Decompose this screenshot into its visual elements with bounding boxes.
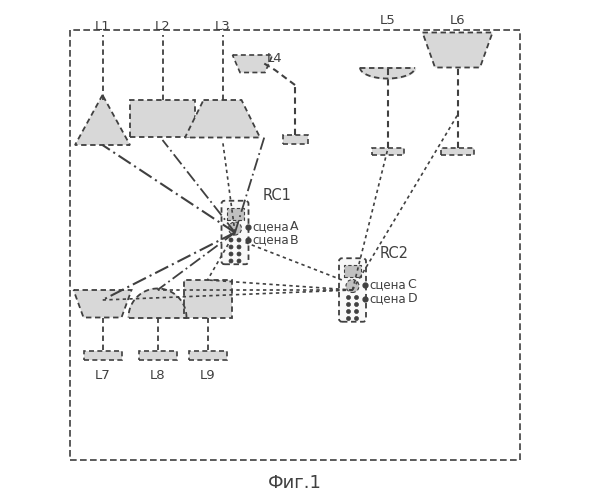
Text: сцена: сцена (369, 292, 406, 305)
Bar (344, 265, 361, 277)
Polygon shape (129, 288, 186, 318)
Text: A: A (290, 220, 299, 233)
Polygon shape (74, 290, 132, 318)
Text: сцена: сцена (252, 234, 289, 246)
Polygon shape (422, 32, 493, 68)
Circle shape (237, 252, 241, 256)
Circle shape (228, 222, 241, 235)
Bar (188, 351, 227, 360)
Circle shape (346, 302, 350, 306)
Polygon shape (185, 100, 260, 138)
Text: RC2: RC2 (380, 246, 409, 261)
Text: L3: L3 (215, 20, 230, 32)
Text: L2: L2 (155, 20, 171, 32)
Bar (441, 148, 474, 155)
Bar (84, 351, 122, 360)
Circle shape (346, 316, 350, 320)
Text: RC1: RC1 (263, 188, 291, 204)
Bar (283, 135, 307, 144)
Text: L5: L5 (379, 14, 395, 28)
Text: сцена: сцена (369, 278, 406, 291)
Circle shape (229, 252, 233, 256)
Bar (130, 100, 195, 138)
Circle shape (355, 310, 359, 314)
Circle shape (355, 302, 359, 306)
Polygon shape (232, 55, 273, 72)
Text: L6: L6 (450, 14, 466, 28)
Circle shape (229, 238, 233, 242)
Text: сцена: сцена (252, 220, 289, 233)
Text: L9: L9 (199, 369, 215, 382)
FancyBboxPatch shape (339, 258, 366, 322)
Bar (183, 280, 231, 318)
Text: Фиг.1: Фиг.1 (268, 474, 322, 492)
Circle shape (229, 245, 233, 249)
Text: L4: L4 (267, 52, 283, 65)
Text: D: D (408, 292, 417, 305)
Circle shape (346, 310, 350, 314)
Circle shape (237, 245, 241, 249)
Text: L1: L1 (94, 20, 110, 32)
Circle shape (237, 238, 241, 242)
Circle shape (237, 259, 241, 263)
Circle shape (346, 280, 359, 292)
Text: L7: L7 (94, 369, 110, 382)
Circle shape (355, 296, 359, 300)
Circle shape (355, 316, 359, 320)
FancyBboxPatch shape (221, 200, 248, 264)
Circle shape (346, 296, 350, 300)
Polygon shape (75, 95, 130, 145)
Bar (372, 148, 404, 155)
Bar (227, 208, 244, 220)
Text: B: B (290, 234, 299, 246)
Text: L8: L8 (150, 369, 165, 382)
Circle shape (229, 259, 233, 263)
Text: C: C (408, 278, 417, 291)
FancyBboxPatch shape (70, 30, 520, 460)
Bar (139, 351, 176, 360)
